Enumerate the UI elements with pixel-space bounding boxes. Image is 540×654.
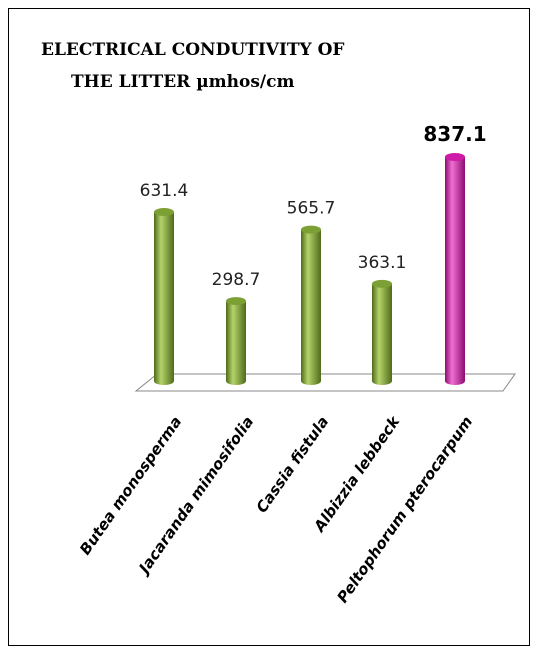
bar-top — [226, 297, 246, 306]
category-label-cassia-fistula: Cassia fistula — [253, 413, 333, 516]
bar-body — [154, 212, 174, 385]
bar-butea-monosperma — [154, 208, 174, 385]
bar-peltophorum-pterocarpum — [445, 153, 465, 385]
value-label-cassia-fistula: 565.7 — [287, 199, 336, 219]
chart-title-line-2: THE LITTER µmhos/cm — [71, 72, 294, 92]
value-label-jacaranda-mimosifolia: 298.7 — [212, 270, 261, 290]
value-labels-group: 631.4 298.7 565.7 363.1 837.1 — [140, 122, 487, 290]
bar-top — [301, 225, 321, 234]
bar-jacaranda-mimosifolia — [226, 297, 246, 385]
chart-title-line-1: ELECTRICAL CONDUTIVITY OF — [41, 40, 345, 60]
bar-body — [372, 283, 392, 385]
chart-svg: ELECTRICAL CONDUTIVITY OF THE LITTER µmh… — [41, 40, 516, 606]
value-label-peltophorum-pterocarpum: 837.1 — [423, 122, 486, 146]
category-label-peltophorum-pterocarpum: Peltophorum pterocarpum — [333, 413, 476, 606]
bar-body — [226, 301, 246, 385]
bar-albizzia-lebbeck — [372, 279, 392, 385]
bar-top — [445, 153, 465, 161]
bars-group — [154, 153, 465, 385]
bar-body — [445, 157, 465, 385]
chart-frame: ELECTRICAL CONDUTIVITY OF THE LITTER µmh… — [8, 8, 530, 646]
bar-top — [372, 279, 392, 288]
bar-body — [301, 229, 321, 385]
bar-cassia-fistula — [301, 225, 321, 385]
bar-top — [154, 208, 174, 217]
value-label-butea-monosperma: 631.4 — [140, 181, 189, 201]
value-label-albizzia-lebbeck: 363.1 — [358, 253, 407, 273]
